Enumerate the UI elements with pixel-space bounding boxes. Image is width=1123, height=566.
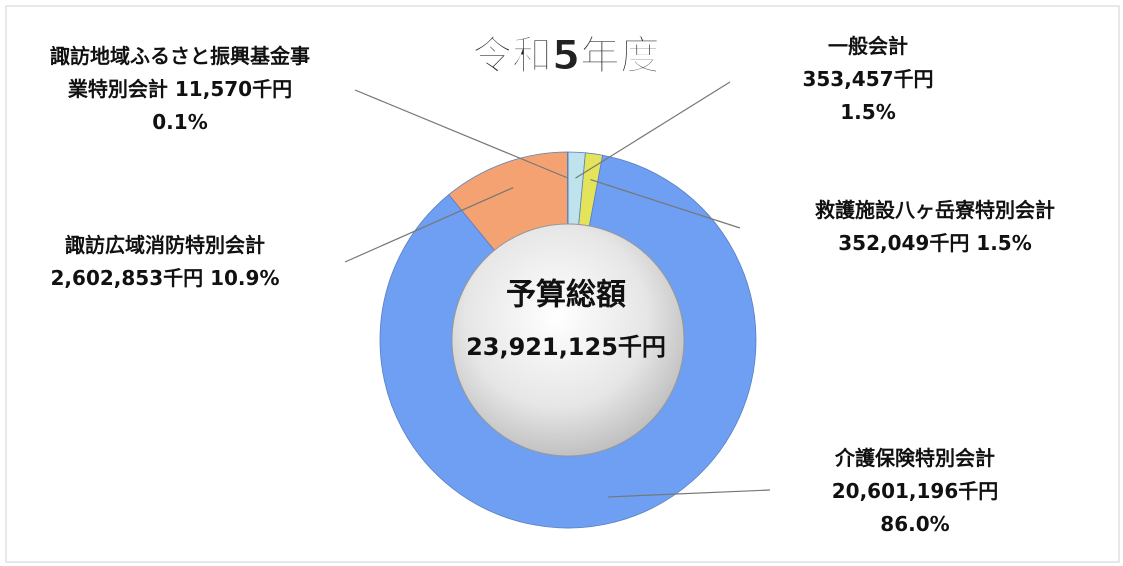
leader-line	[575, 81, 731, 179]
category-name: 救護施設八ヶ岳寮特別会計	[815, 198, 1055, 222]
leader-line	[590, 178, 741, 229]
percent-label: 1.5%	[840, 100, 896, 124]
slice-label: 一般会計 353,457千円 1.5%	[768, 30, 968, 129]
value-label: 20,601,196千円	[831, 479, 999, 503]
value-label: 2,602,853千円	[50, 266, 204, 290]
center-label: 予算総額	[506, 278, 626, 313]
value-label: 353,457千円	[802, 67, 934, 91]
percent-label: 86.0%	[880, 512, 950, 536]
percent-label: 0.1%	[152, 110, 208, 134]
slice-label: 諏訪広域消防特別会計 2,602,853千円 10.9%	[5, 229, 325, 295]
donut-slice	[567, 151, 569, 225]
leader-line	[344, 186, 514, 263]
category-name: 介護保険特別会計	[835, 446, 995, 470]
value-label: 352,049千円	[838, 231, 970, 255]
percent-label: 10.9%	[210, 266, 280, 290]
percent-label: 1.5%	[976, 231, 1032, 255]
category-name: 諏訪広域消防特別会計	[65, 233, 265, 257]
slice-label: 介護保険特別会計 20,601,196千円 86.0%	[795, 442, 1035, 541]
category-name: 諏訪地域ふるさと振興基金事業特別会計	[50, 44, 310, 101]
frame	[5, 5, 1120, 563]
value-label: 11,570千円	[174, 77, 293, 101]
leader-line	[608, 489, 771, 498]
slice-label: 諏訪地域ふるさと振興基金事業特別会計 11,570千円 0.1%	[44, 40, 316, 139]
chart-title: 令和5年度	[472, 33, 660, 79]
center-value: 23,921,125千円	[466, 333, 666, 361]
slice-label: 救護施設八ヶ岳寮特別会計 352,049千円 1.5%	[770, 194, 1100, 260]
leader-line	[354, 89, 568, 179]
category-name: 一般会計	[828, 34, 908, 58]
donut-hole	[451, 223, 685, 457]
